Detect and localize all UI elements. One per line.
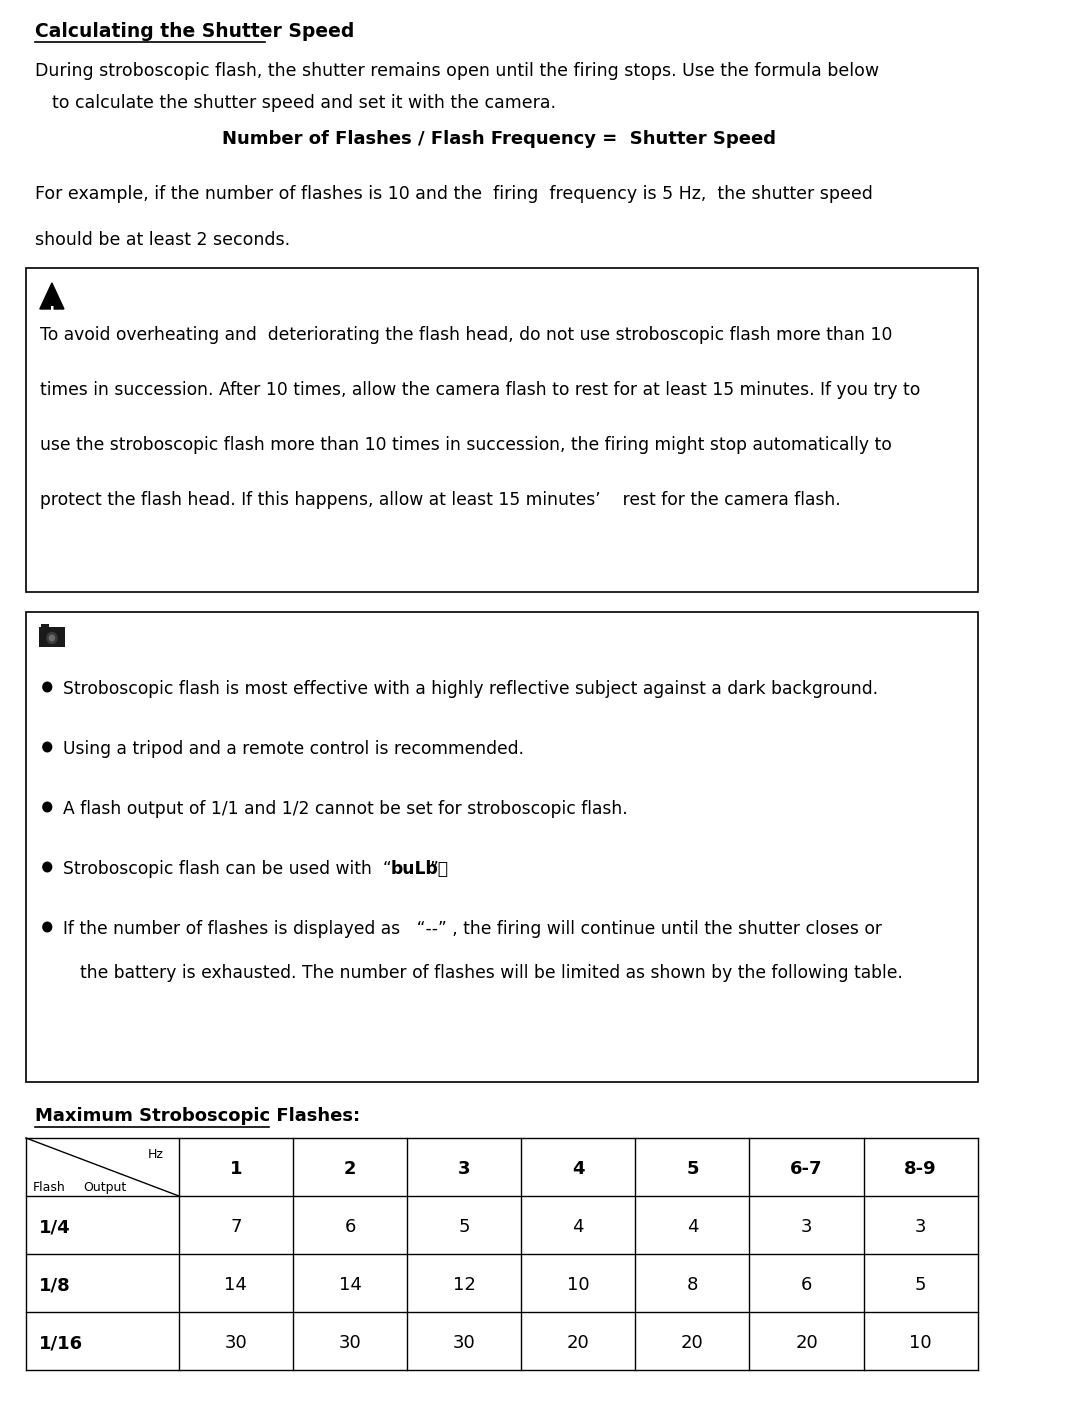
Text: use the stroboscopic flash more than 10 times in succession, the firing might st: use the stroboscopic flash more than 10 … (40, 436, 892, 454)
Text: 6-7: 6-7 (791, 1160, 823, 1179)
Text: 30: 30 (338, 1334, 362, 1351)
Text: 1/8: 1/8 (39, 1276, 71, 1293)
Text: 30: 30 (224, 1334, 248, 1351)
Text: During stroboscopic flash, the shutter remains open until the firing stops. Use : During stroboscopic flash, the shutter r… (36, 62, 879, 81)
FancyBboxPatch shape (26, 613, 978, 1082)
FancyBboxPatch shape (39, 627, 65, 647)
Text: 6: 6 (345, 1218, 355, 1235)
Text: Stroboscopic flash can be used with  “: Stroboscopic flash can be used with “ (64, 860, 392, 877)
Circle shape (42, 862, 53, 873)
Text: For example, if the number of flashes is 10 and the  firing  frequency is 5 Hz, : For example, if the number of flashes is… (36, 185, 873, 202)
Text: to calculate the shutter speed and set it with the camera.: to calculate the shutter speed and set i… (52, 93, 556, 112)
Text: Calculating the Shutter Speed: Calculating the Shutter Speed (36, 23, 354, 41)
Text: A flash output of 1/1 and 1/2 cannot be set for stroboscopic flash.: A flash output of 1/1 and 1/2 cannot be … (64, 799, 628, 818)
Circle shape (48, 634, 55, 641)
Text: 7: 7 (230, 1218, 241, 1235)
Text: 8: 8 (687, 1276, 698, 1293)
Text: Number of Flashes / Flash Frequency =  Shutter Speed: Number of Flashes / Flash Frequency = Sh… (222, 130, 777, 149)
Text: the battery is exhausted. The number of flashes will be limited as shown by the : the battery is exhausted. The number of … (80, 964, 903, 982)
Text: 2: 2 (344, 1160, 356, 1179)
Text: 6: 6 (801, 1276, 812, 1293)
Text: 5: 5 (914, 1276, 926, 1293)
Text: 20: 20 (681, 1334, 703, 1351)
Text: To avoid overheating and  deteriorating the flash head, do not use stroboscopic : To avoid overheating and deteriorating t… (40, 325, 892, 344)
Text: 8-9: 8-9 (905, 1160, 937, 1179)
Text: 20: 20 (567, 1334, 590, 1351)
Text: Output: Output (83, 1182, 127, 1194)
Text: ”．: ”． (430, 860, 449, 877)
Text: If the number of flashes is displayed as   “--” , the firing will continue until: If the number of flashes is displayed as… (64, 920, 882, 938)
Text: Stroboscopic flash is most effective with a highly reflective subject against a : Stroboscopic flash is most effective wit… (64, 681, 878, 698)
Text: Hz: Hz (148, 1148, 164, 1160)
Circle shape (42, 921, 53, 932)
Text: 10: 10 (909, 1334, 932, 1351)
Text: 3: 3 (801, 1218, 812, 1235)
Text: Using a tripod and a remote control is recommended.: Using a tripod and a remote control is r… (64, 740, 524, 758)
Text: 5: 5 (686, 1160, 699, 1179)
Text: times in succession. After 10 times, allow the camera flash to rest for at least: times in succession. After 10 times, all… (40, 381, 920, 399)
Text: 4: 4 (687, 1218, 698, 1235)
Text: protect the flash head. If this happens, allow at least 15 minutes’    rest for : protect the flash head. If this happens,… (40, 491, 841, 509)
Text: 20: 20 (795, 1334, 817, 1351)
Text: 14: 14 (338, 1276, 362, 1293)
Text: 1: 1 (229, 1160, 242, 1179)
Text: 1/4: 1/4 (39, 1218, 71, 1235)
Text: 30: 30 (452, 1334, 476, 1351)
Text: !: ! (48, 306, 55, 318)
FancyBboxPatch shape (41, 624, 50, 630)
Text: 4: 4 (572, 1160, 585, 1179)
Circle shape (42, 741, 53, 753)
Polygon shape (40, 283, 64, 308)
Text: should be at least 2 seconds.: should be at least 2 seconds. (36, 231, 291, 249)
FancyBboxPatch shape (26, 267, 978, 591)
Text: 3: 3 (458, 1160, 471, 1179)
Text: 4: 4 (573, 1218, 584, 1235)
Circle shape (45, 631, 58, 645)
Text: 10: 10 (567, 1276, 589, 1293)
Text: 12: 12 (452, 1276, 476, 1293)
Text: Flash: Flash (32, 1182, 66, 1194)
Text: 14: 14 (224, 1276, 248, 1293)
Text: 3: 3 (914, 1218, 926, 1235)
Text: 5: 5 (459, 1218, 470, 1235)
Circle shape (42, 682, 53, 692)
Text: 1/16: 1/16 (39, 1334, 83, 1351)
Text: Maximum Stroboscopic Flashes:: Maximum Stroboscopic Flashes: (36, 1107, 361, 1125)
Circle shape (42, 801, 53, 812)
Text: buLb: buLb (391, 860, 438, 877)
